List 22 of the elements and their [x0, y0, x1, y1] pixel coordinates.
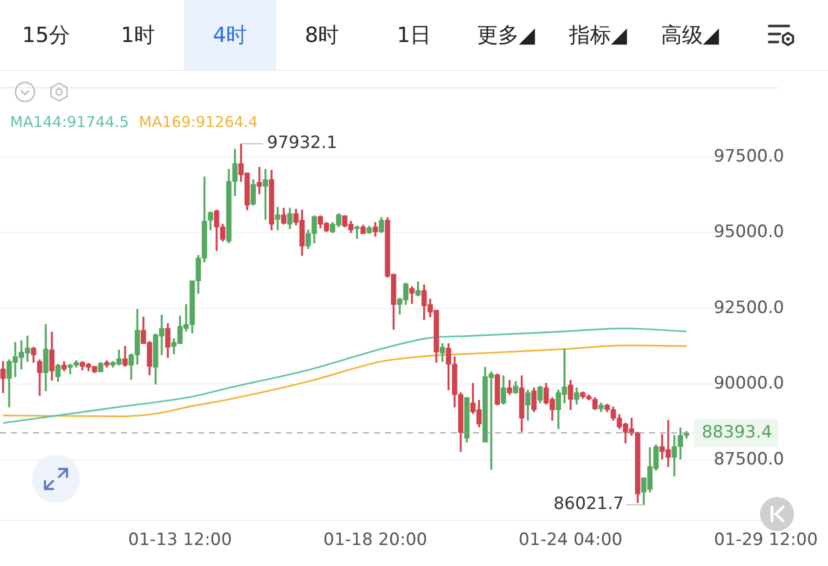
ref-line-label: 88393.4	[702, 422, 772, 442]
y-tick-label: 97500.0	[714, 146, 784, 166]
x-tick-label: 01-18 20:00	[323, 530, 428, 550]
text: MA169:91264.4	[138, 113, 258, 131]
text: 高级◢	[660, 22, 720, 49]
x-tick-label: 01-13 12:00	[128, 530, 232, 550]
text: MA144:91744.5	[10, 113, 129, 131]
text: 1时	[120, 22, 156, 49]
x-tick-label: 01-29 12:00	[714, 530, 818, 550]
text: 指标◢	[568, 22, 628, 49]
text: 15分	[21, 22, 71, 49]
y-tick-label: 95000.0	[714, 222, 784, 242]
annotation: 86021.7	[553, 494, 624, 514]
y-tick-label: 87500.0	[714, 449, 784, 470]
text: 8时	[304, 22, 340, 49]
y-tick-label: 92500.0	[714, 298, 784, 318]
annotation: 97932.1	[267, 133, 338, 154]
x-tick-label: 01-24 04:00	[518, 530, 622, 550]
text: 4时	[184, 0, 276, 70]
y-tick-label: 90000.0	[714, 374, 784, 394]
text: 1日	[396, 22, 432, 49]
text: 更多◢	[476, 22, 536, 49]
